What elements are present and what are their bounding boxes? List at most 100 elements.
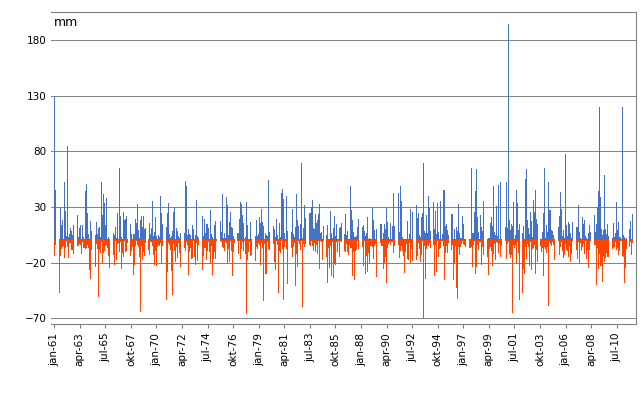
Bar	[601, 240, 602, 266]
Bar	[350, 186, 351, 240]
Bar	[272, 240, 273, 242]
Bar	[158, 240, 159, 245]
Bar	[84, 239, 85, 240]
Bar	[253, 227, 254, 240]
Bar	[225, 238, 226, 240]
Bar	[528, 240, 529, 247]
Bar	[323, 240, 324, 242]
Bar	[442, 240, 443, 242]
Bar	[130, 240, 132, 256]
Bar	[390, 240, 391, 245]
Bar	[534, 240, 535, 245]
Bar	[200, 240, 202, 242]
Bar	[615, 240, 616, 242]
Bar	[68, 237, 69, 240]
Bar	[497, 240, 498, 243]
Bar	[236, 224, 238, 240]
Bar	[261, 240, 262, 243]
Bar	[401, 201, 402, 240]
Bar	[189, 240, 190, 251]
Bar	[278, 239, 279, 240]
Bar	[572, 240, 573, 242]
Bar	[379, 240, 380, 244]
Bar	[476, 169, 477, 240]
Bar	[361, 240, 362, 247]
Bar	[525, 240, 526, 247]
Bar	[118, 239, 119, 240]
Bar	[264, 240, 265, 244]
Bar	[438, 240, 439, 257]
Bar	[66, 237, 67, 240]
Bar	[463, 240, 464, 244]
Bar	[276, 219, 277, 240]
Bar	[572, 222, 573, 240]
Bar	[155, 217, 156, 240]
Bar	[209, 240, 210, 252]
Bar	[376, 240, 377, 277]
Bar	[567, 240, 568, 251]
Bar	[492, 240, 493, 266]
Bar	[65, 240, 66, 248]
Bar	[254, 223, 256, 240]
Bar	[527, 220, 528, 240]
Bar	[509, 240, 510, 254]
Bar	[594, 215, 595, 240]
Bar	[532, 237, 533, 240]
Bar	[410, 209, 411, 240]
Bar	[381, 224, 382, 240]
Bar	[103, 240, 104, 253]
Bar	[259, 217, 260, 240]
Bar	[464, 240, 465, 244]
Bar	[438, 232, 439, 240]
Bar	[315, 240, 316, 252]
Bar	[600, 197, 601, 240]
Bar	[355, 237, 356, 240]
Bar	[479, 240, 480, 242]
Bar	[198, 229, 200, 240]
Bar	[223, 240, 224, 248]
Bar	[307, 240, 308, 244]
Bar	[386, 240, 387, 283]
Bar	[206, 240, 207, 260]
Bar	[341, 223, 342, 240]
Bar	[241, 240, 242, 249]
Bar	[403, 239, 404, 240]
Bar	[245, 240, 246, 254]
Bar	[457, 240, 458, 299]
Bar	[102, 215, 103, 240]
Bar	[272, 229, 273, 240]
Bar	[445, 240, 446, 253]
Bar	[100, 240, 101, 253]
Bar	[171, 236, 172, 240]
Bar	[550, 210, 551, 240]
Bar	[76, 240, 77, 257]
Bar	[69, 234, 70, 240]
Bar	[622, 107, 623, 240]
Bar	[529, 240, 530, 266]
Bar	[224, 233, 225, 240]
Bar	[208, 240, 209, 242]
Bar	[220, 221, 221, 240]
Bar	[210, 240, 211, 263]
Bar	[264, 239, 265, 240]
Bar	[599, 107, 600, 240]
Bar	[561, 209, 562, 240]
Bar	[490, 223, 491, 240]
Bar	[301, 240, 302, 242]
Bar	[106, 198, 107, 240]
Bar	[298, 240, 299, 242]
Bar	[583, 240, 584, 244]
Bar	[190, 240, 191, 249]
Bar	[626, 240, 627, 249]
Bar	[64, 240, 65, 258]
Bar	[233, 240, 234, 252]
Bar	[544, 240, 545, 247]
Bar	[612, 240, 613, 249]
Bar	[595, 240, 596, 245]
Bar	[215, 222, 216, 240]
Bar	[447, 240, 449, 244]
Bar	[581, 240, 582, 251]
Bar	[162, 206, 164, 240]
Bar	[227, 240, 228, 263]
Bar	[428, 196, 429, 240]
